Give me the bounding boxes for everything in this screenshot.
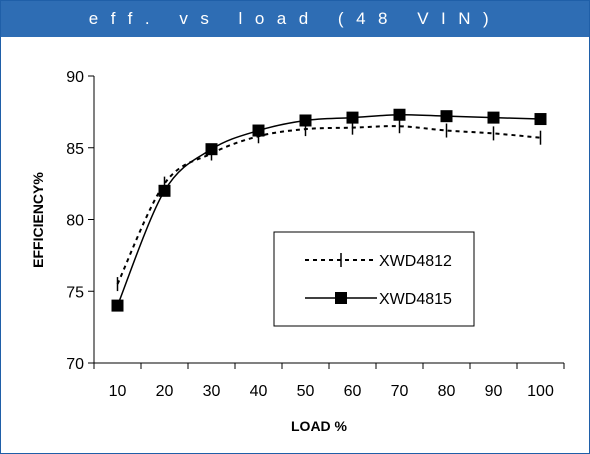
- y-tick-label: 70: [66, 356, 84, 373]
- series-line-xwd4812: [116, 125, 541, 285]
- x-tick-label: 20: [156, 383, 174, 400]
- data-point-xwd4815: [111, 299, 124, 312]
- series-layer: [111, 108, 547, 312]
- data-point-xwd4815: [158, 184, 171, 197]
- legend-label-xwd4812: XWD4812: [379, 253, 452, 270]
- x-tick-label: 70: [391, 383, 409, 400]
- x-tick-label: 100: [527, 383, 554, 400]
- x-tick-label: 60: [344, 383, 362, 400]
- x-tick-label: 90: [485, 383, 503, 400]
- data-point-xwd4815: [487, 111, 500, 124]
- x-tick-label: 40: [250, 383, 268, 400]
- data-point-xwd4815: [205, 143, 218, 156]
- legend-marker-xwd4815: [335, 292, 347, 304]
- legend-label-xwd4815: XWD4815: [379, 291, 452, 308]
- series-line-xwd4815: [116, 113, 541, 306]
- y-axis-title: EFFICIENCY%: [30, 172, 46, 268]
- legend-box: [273, 231, 475, 327]
- series-xwd4815: [111, 108, 547, 312]
- x-tick-label: 10: [109, 383, 127, 400]
- data-point-xwd4815: [346, 111, 359, 124]
- chart-title: eff. vs load (48 VIN): [88, 9, 502, 28]
- x-tick-label: 30: [203, 383, 221, 400]
- data-point-xwd4815: [393, 108, 406, 121]
- y-tick-label: 75: [66, 284, 84, 301]
- data-point-xwd4815: [252, 124, 265, 137]
- y-tick-label: 90: [66, 69, 84, 86]
- data-point-xwd4815: [534, 113, 547, 126]
- y-tick-label: 80: [66, 213, 84, 230]
- x-tick-label: 80: [438, 383, 456, 400]
- axes: 70 75 80 85 90 10 20 30 40 50 60 70 80 90 100: [66, 69, 565, 400]
- y-tick-label: 85: [66, 141, 84, 158]
- data-point-xwd4815: [299, 114, 312, 127]
- data-point-xwd4815: [440, 110, 453, 123]
- chart-header: eff. vs load (48 VIN): [1, 1, 589, 37]
- x-axis-title: LOAD %: [291, 418, 348, 434]
- legend: XWD4812 XWD4815: [273, 231, 475, 327]
- x-tick-label: 50: [297, 383, 315, 400]
